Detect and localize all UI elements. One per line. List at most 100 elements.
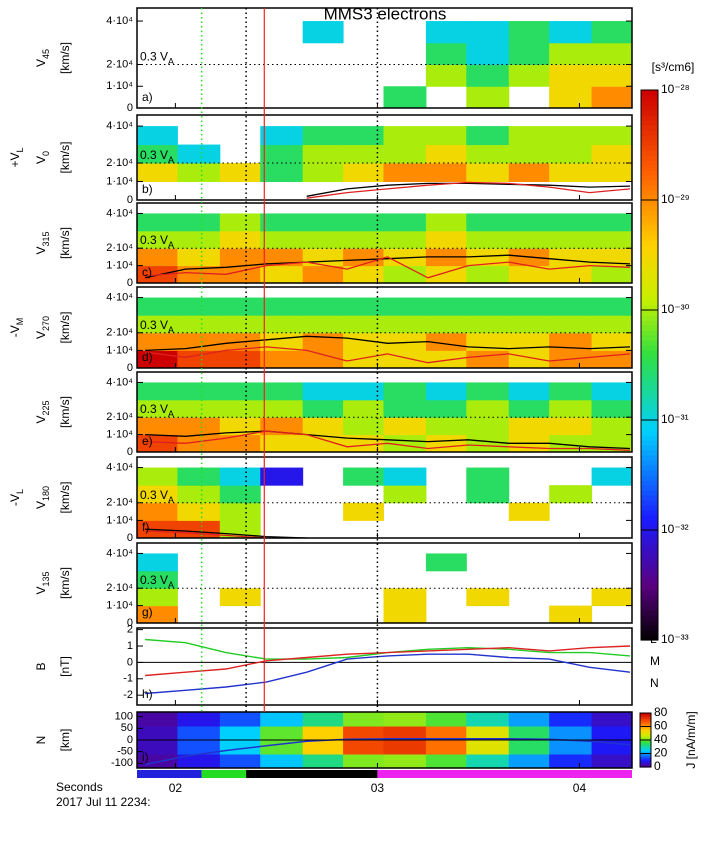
panel-letter: i) <box>142 750 149 764</box>
current-cell <box>549 740 593 755</box>
psd-cell <box>591 42 632 66</box>
y-tick-label: 1·10⁴ <box>106 80 133 92</box>
psd-cell <box>219 265 261 283</box>
current-cell <box>508 740 550 755</box>
current-cell <box>219 740 261 755</box>
psd-cell <box>260 350 304 368</box>
colorbar-tick-label: 20 <box>654 746 668 760</box>
colorbar-step <box>641 180 658 186</box>
y-tick-label: 4·10⁴ <box>106 15 133 27</box>
psd-cell <box>177 248 221 267</box>
psd-cell <box>425 265 467 283</box>
y-tick-label: 2·10⁴ <box>106 242 133 254</box>
psd-cell <box>177 265 221 283</box>
psd-cell <box>137 126 178 146</box>
psd-cell <box>219 485 261 504</box>
side-label: -VL <box>8 489 25 506</box>
psd-cell <box>549 21 593 44</box>
current-cell <box>425 712 467 727</box>
y-tick-label: 1·10⁴ <box>106 175 133 187</box>
psd-cell <box>137 265 178 283</box>
current-cell <box>383 740 427 755</box>
psd-cell <box>260 297 304 316</box>
psd-cell <box>260 230 304 249</box>
psd-cell <box>466 399 510 418</box>
current-cell <box>466 726 510 741</box>
y-unit: [km/s] <box>58 396 72 428</box>
psd-cell <box>137 213 178 232</box>
psd-cell <box>425 297 467 316</box>
psd-cell <box>383 213 427 232</box>
colorbar-step <box>641 445 658 451</box>
psd-cell <box>219 502 261 521</box>
psd-cell <box>383 297 427 316</box>
psd-cell <box>302 315 344 334</box>
psd-cell <box>137 467 178 486</box>
colorbar-step <box>641 220 658 226</box>
y-label: V225 <box>34 400 51 423</box>
psd-cell <box>260 163 304 183</box>
y-tick-label: 0 <box>127 362 133 374</box>
psd-cell <box>466 144 510 164</box>
psd-cell <box>177 350 221 368</box>
psd-cell <box>137 502 178 521</box>
y-tick-label: 0 <box>127 277 133 289</box>
colorbar-step <box>641 590 658 596</box>
colorbar-step <box>641 275 658 281</box>
x-label: Seconds <box>56 780 103 794</box>
psd-cell <box>549 248 593 267</box>
psd-cell <box>383 605 427 623</box>
colorbar-step <box>641 320 658 326</box>
current-cell <box>343 740 384 755</box>
va-label-main: 0.3 V <box>140 402 168 416</box>
psd-cell <box>302 417 344 436</box>
psd-cell <box>302 248 344 267</box>
colorbar-step <box>640 729 651 732</box>
colorbar-step <box>641 600 658 606</box>
psd-cell <box>302 382 344 401</box>
colorbar-step <box>641 265 658 271</box>
psd-cell <box>508 42 550 66</box>
y-label: V315 <box>34 231 51 254</box>
colorbar-step <box>641 240 658 246</box>
psd-cell <box>137 417 178 436</box>
colorbar-label: J [nA/m/m] <box>684 711 698 768</box>
current-cell <box>508 726 550 741</box>
psd-cell <box>466 382 510 401</box>
psd-cell <box>343 502 384 521</box>
psd-cell <box>260 382 304 401</box>
psd-cell <box>549 605 593 623</box>
psd-cell <box>302 434 344 452</box>
psd-cell <box>425 126 467 146</box>
y-label: B <box>34 662 48 670</box>
colorbar-step <box>640 762 651 765</box>
panel-frame <box>136 202 633 284</box>
va-label: 0.3 VA <box>140 318 174 335</box>
psd-cell <box>343 315 384 334</box>
colorbar-step <box>640 749 651 752</box>
current-cell <box>137 712 178 727</box>
psd-cell <box>591 248 632 267</box>
colorbar-step <box>641 470 658 476</box>
psd-cell <box>466 230 510 249</box>
y-label: V45 <box>34 49 51 67</box>
colorbar-step <box>641 460 658 466</box>
psd-cell <box>302 230 344 249</box>
colorbar-step <box>641 475 658 481</box>
colorbar-step <box>641 355 658 361</box>
psd-cell <box>549 230 593 249</box>
colorbar-step <box>641 95 658 101</box>
colorbar-step <box>640 757 651 760</box>
colorbar-step <box>641 170 658 176</box>
psd-cell <box>137 588 178 607</box>
colorbar-step <box>640 719 651 722</box>
va-label-sub: A <box>168 57 174 67</box>
psd-cell <box>591 21 632 44</box>
psd-cell <box>137 332 178 351</box>
colorbar-tick-label: 10⁻³⁰ <box>661 302 690 316</box>
panel-plot <box>137 126 632 199</box>
colorbar-step <box>641 205 658 211</box>
colorbar-step <box>641 295 658 301</box>
current-cell <box>260 726 304 741</box>
y-unit: [km/s] <box>58 42 72 74</box>
